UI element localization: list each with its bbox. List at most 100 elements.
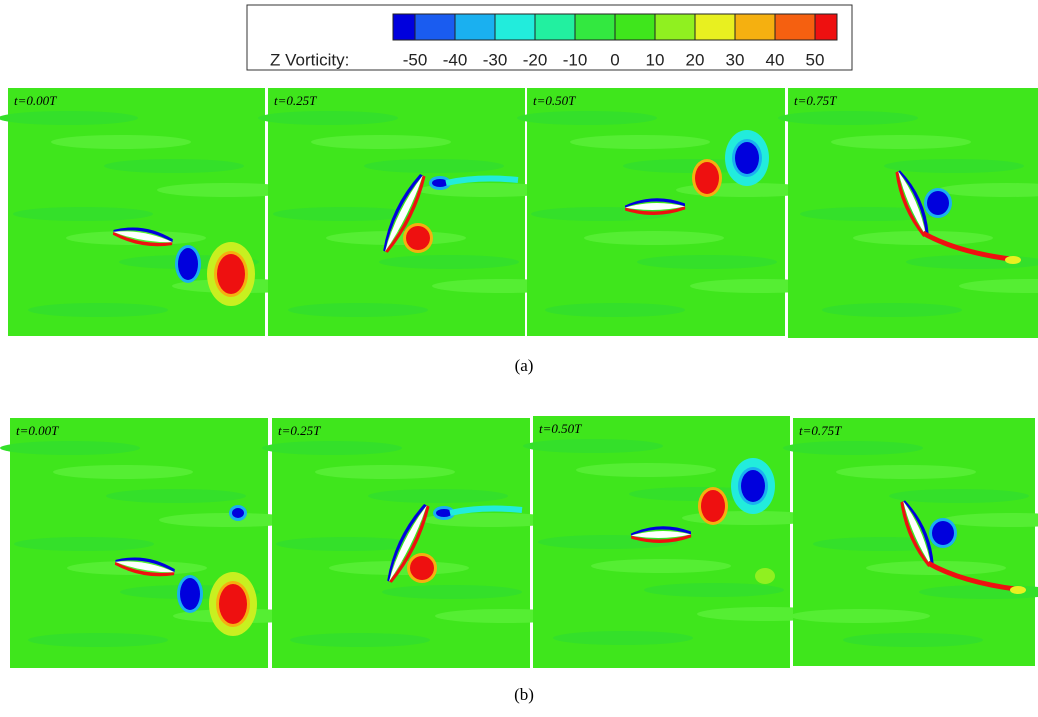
panel: t=0.25T <box>262 418 575 668</box>
colorbar-box <box>814 13 838 41</box>
airfoil-body <box>898 171 926 236</box>
wake <box>921 230 1019 263</box>
flow-band <box>315 465 455 479</box>
vortex <box>755 568 775 584</box>
flow-band <box>14 537 154 551</box>
flow-band <box>273 207 413 221</box>
flow-band <box>644 583 784 597</box>
flow-band <box>417 183 557 197</box>
airfoil <box>112 227 173 247</box>
flow-band <box>276 537 416 551</box>
airfoil-upper <box>903 500 934 566</box>
panel: t=0.25T <box>258 88 572 336</box>
flow-band <box>0 441 140 455</box>
airfoil-body <box>389 505 427 582</box>
flow-band <box>937 183 1038 197</box>
airfoil-lower <box>112 231 173 247</box>
airfoil-body <box>903 501 931 566</box>
colorbar-box <box>392 13 416 41</box>
colorbar-label: 10 <box>646 50 665 69</box>
flow-band <box>783 441 923 455</box>
flow-band <box>311 135 451 149</box>
caption: (a) <box>515 356 534 375</box>
vortex <box>406 226 430 250</box>
airfoil <box>624 198 686 215</box>
airfoil <box>383 174 426 253</box>
vortex <box>219 584 247 624</box>
colorbar-box <box>774 13 816 41</box>
airfoil-body <box>115 561 175 573</box>
panel: t=0.75T <box>783 418 1038 666</box>
panel: t=0.50T <box>517 88 830 336</box>
vortex <box>180 578 200 610</box>
flow-band <box>258 111 398 125</box>
frame-label: t=0.25T <box>274 93 317 108</box>
flow-band <box>584 231 724 245</box>
flow-band <box>959 279 1038 293</box>
airfoil-lower <box>385 175 426 253</box>
colorbar-label: 20 <box>686 50 705 69</box>
flow-band <box>942 513 1038 527</box>
flow-band <box>800 207 940 221</box>
airfoil-body <box>385 175 423 252</box>
airfoil-body <box>631 531 692 538</box>
flow-band <box>262 441 402 455</box>
airfoil <box>900 500 934 567</box>
flow-band <box>822 303 962 317</box>
flow-band <box>570 135 710 149</box>
flow-band <box>382 585 522 599</box>
airfoil <box>630 526 692 543</box>
flow-band <box>421 513 561 527</box>
frame-label: t=0.00T <box>16 423 59 438</box>
flow-band <box>889 489 1029 503</box>
colorbar-box <box>614 13 656 41</box>
flow-band <box>517 111 657 125</box>
vortex <box>1005 256 1021 264</box>
vortex <box>410 556 434 580</box>
colorbar-box <box>454 13 496 41</box>
airfoil-lower <box>114 561 175 577</box>
airfoil-body <box>113 231 173 243</box>
airfoil <box>114 557 175 577</box>
wake <box>926 560 1024 593</box>
vortex <box>432 179 448 187</box>
colorbar-label: 0 <box>610 50 619 69</box>
colorbar-label: -40 <box>443 50 468 69</box>
flow-band <box>290 633 430 647</box>
flow-band <box>836 465 976 479</box>
airfoil-upper <box>624 198 686 208</box>
colorbar-box <box>414 13 456 41</box>
wake <box>445 175 519 186</box>
flow-band <box>545 303 685 317</box>
vortex <box>436 509 452 517</box>
colorbar-label: 30 <box>726 50 745 69</box>
airfoil <box>895 170 929 237</box>
flow-band <box>523 439 663 453</box>
airfoil-lower <box>900 501 931 567</box>
legend-title: Z Vorticity: <box>270 50 349 69</box>
flow-band <box>364 159 504 173</box>
colorbar-box <box>734 13 776 41</box>
vortex <box>927 191 949 215</box>
airfoil-upper <box>898 170 929 236</box>
flow-band <box>288 303 428 317</box>
flow-band <box>368 489 508 503</box>
panel: t=0.00T <box>0 418 313 668</box>
frame-label: t=0.50T <box>533 93 576 108</box>
flow-band <box>576 463 716 477</box>
airfoil <box>387 504 430 583</box>
flow-band <box>637 255 777 269</box>
colorbar-box <box>574 13 616 41</box>
colorbar-label: -10 <box>563 50 588 69</box>
colorbar-label: -50 <box>403 50 428 69</box>
colorbar-box <box>494 13 536 41</box>
airfoil-upper <box>113 227 173 243</box>
vortex <box>932 521 954 545</box>
flow-band <box>157 183 297 197</box>
airfoil-lower <box>631 534 692 543</box>
flow-band <box>13 207 153 221</box>
panel: t=0.50T <box>523 416 837 668</box>
vortex <box>1010 586 1026 594</box>
airfoil-upper <box>115 557 175 573</box>
